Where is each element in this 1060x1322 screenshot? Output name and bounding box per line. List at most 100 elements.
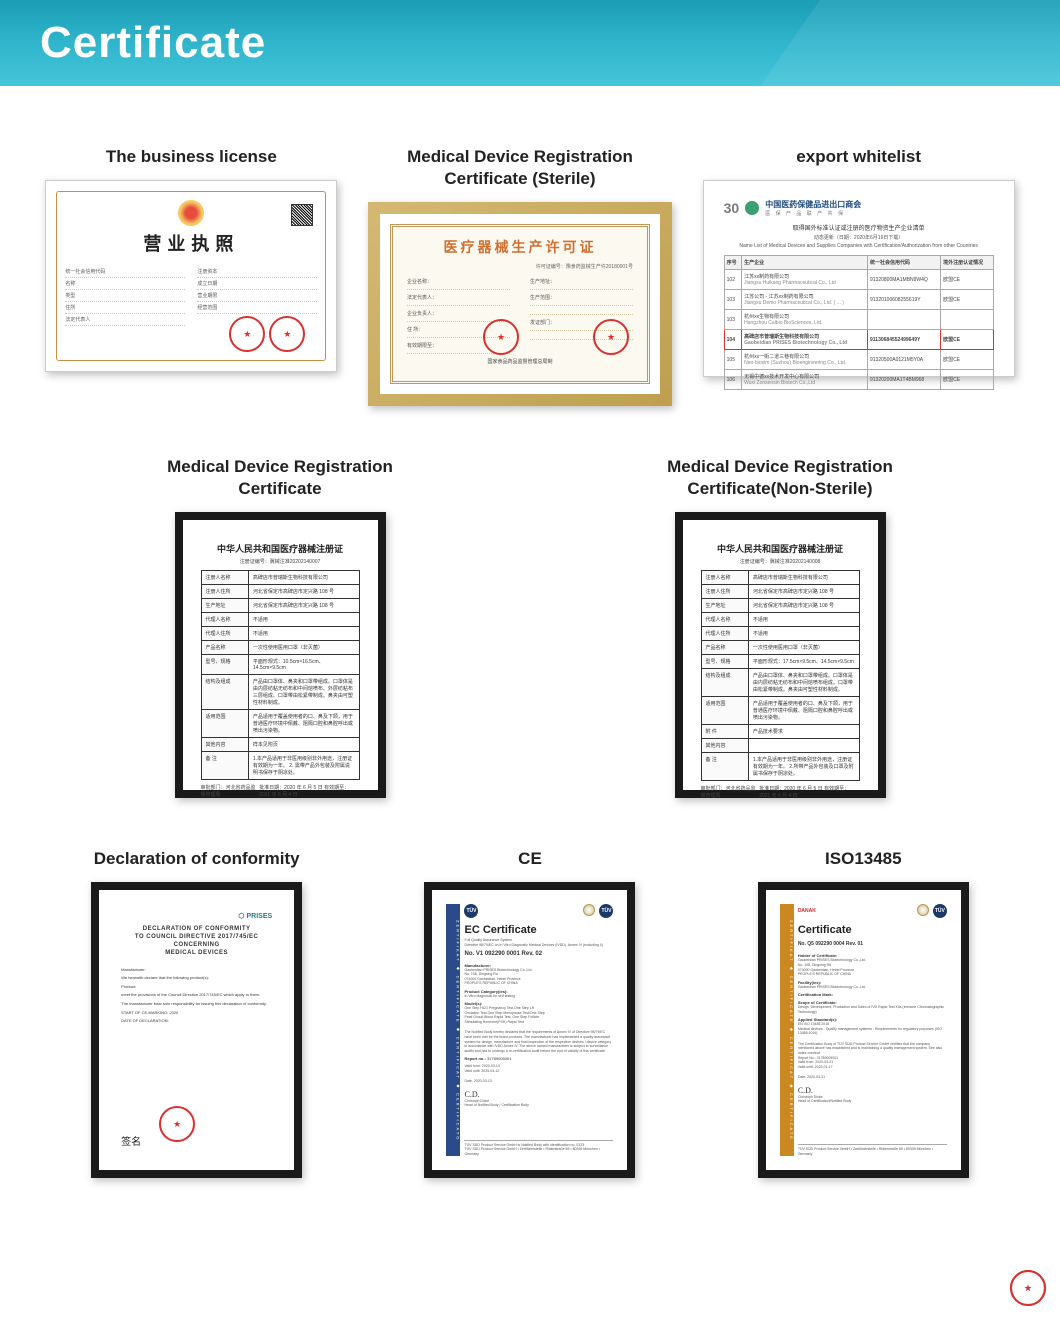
red-stamp-icon	[1010, 1270, 1046, 1306]
wl-cell: 江苏xx制药有限公司Jiangsu Huikang Pharmaceutical…	[742, 270, 868, 290]
biz-field: 注册资本	[197, 266, 317, 278]
wl-row: 106无锡中德xx技术开发中心有限公司Wuxi Zonsensin Biotec…	[724, 370, 993, 390]
cert-frame-black: 中华人民共和国医疗器械注册证 注册证编号：冀械注准20202140008 注册人…	[675, 512, 886, 798]
ec-report-val: 31789005001	[487, 1056, 511, 1061]
cert-field: Model(s):One Step HCG Pregnancy Test,One…	[464, 1001, 613, 1024]
reg-label-cell: 备 注	[701, 753, 748, 781]
decl-heading: DECLARATION OF CONFORMITY TO COUNCIL DIR…	[121, 926, 272, 957]
wl-cell: 91320800MA1MBN9W4Q	[868, 270, 941, 290]
reg-label-cell: 型号、规格	[201, 655, 248, 675]
reg-row: 代理人住所不适用	[701, 627, 859, 641]
reg-label-cell: 附 件	[701, 725, 748, 739]
reg-row: 生产地址河北省保定市高碑店市定兴路 108 号	[701, 599, 859, 613]
wl-table: 序号生产企业统一社会信用代码境外注册认证情况 102江苏xx制药有限公司Jian…	[724, 255, 994, 390]
cert-frame: 营业执照 统一社会信用代码 名称 类型 住所 法定代表人 注册资本	[45, 180, 337, 372]
reg-row: 注册人名称高碑店市普瑞斯生物科技有限公司	[701, 571, 859, 585]
cert-ce: CE ZERTIFIKAT ◆ CERTIFICATE ◆ CERTIFICAT…	[424, 848, 635, 1178]
reg-footer-left: 审批部门：河北省药品监督管理局	[701, 785, 760, 799]
reg-value-cell: 平面形规式：10.5cm×16.5cm、14.5cm×9.5cm	[248, 655, 359, 675]
wl-cell	[941, 310, 993, 330]
wl-cell: 杭州xx一街二道三巷有限公司Neo-bioxim (Suzhou) Bioeng…	[742, 350, 868, 370]
cert-field-value: Gaobeidian PRISES Biotechnology Co.,Ltd.…	[464, 968, 613, 986]
cert-field: Applied Standard(s):EN ISO 13485:2016 Me…	[798, 1017, 947, 1036]
cert-frame: 30 中国医药保健品进出口商会 医 保 产 品 联 产 共 保 取得国外标准认证…	[703, 180, 1015, 377]
cert-field-value: Design, Development, Production and Sale…	[798, 1005, 947, 1014]
wl-row: 102江苏xx制药有限公司Jiangsu Huikang Pharmaceuti…	[724, 270, 993, 290]
tuv-badge-icon: TÜV	[599, 904, 613, 918]
cert-title: export whitelist	[796, 146, 921, 168]
biz-field: 类型	[65, 290, 185, 302]
reg-value-cell: 1.本产品适用于非医用级别非外用途，注册证有效期为一年。 2. 需带产品外包装及…	[248, 752, 359, 780]
cert-frame-black: ⬡ PRISES DECLARATION OF CONFORMITY TO CO…	[91, 882, 302, 1178]
biz-license-doc: 营业执照 统一社会信用代码 名称 类型 住所 法定代表人 注册资本	[56, 191, 326, 361]
cert-field: Manufacturer:Gaobeidian PRISES Biotechno…	[464, 963, 613, 986]
reg-value-cell: 样本见附页	[248, 738, 359, 752]
reg-label-cell: 备 注	[201, 752, 248, 780]
biz-field: 名称	[65, 278, 185, 290]
decl-line: meet the provisions of the Council Direc…	[121, 992, 272, 998]
cert-side-stripe: ZERTIFIKAT ◆ CERTIFICATE ◆ CERTIFICAT ◆ …	[446, 904, 460, 1156]
wl-caption-sub: 动态更新（日期：2020年6月19日下载）	[724, 234, 994, 241]
wl-caption-en: Name List of Medical Devices and Supplie…	[724, 241, 994, 251]
reg-row: 生产地址河北省保定市高碑店市定兴路 108 号	[201, 599, 359, 613]
red-stamp-icon	[269, 316, 305, 352]
wl-cell: 江苏公司 - 江苏xx制药有限公司Jiangsu Demo Pharmaceut…	[742, 290, 868, 310]
reg-value-cell: 1.本产品适用于非医用级别非外用途，注册证有效期为一年。 2.所带产品外包装及口…	[748, 753, 859, 781]
cert-title: CE	[518, 848, 542, 870]
reg-value-cell: 不适用	[248, 613, 359, 627]
wl-cell: 欧盟CE	[941, 270, 993, 290]
decl-line: Product:	[121, 984, 272, 990]
cert-iso: ISO13485 ZERTIFIKAT ◆ CERTIFICATE ◆ CERT…	[758, 848, 969, 1178]
wl-cell: 102	[724, 270, 741, 290]
wl-cell: 高碑店市普瑞斯生物科技有限公司Gaobeidian PRISES Biotech…	[742, 330, 868, 350]
reg-label-cell: 适用范围	[201, 710, 248, 738]
reg-label-cell: 型号、规格	[701, 655, 748, 669]
cert-declaration: Declaration of conformity ⬡ PRISES DECLA…	[91, 848, 302, 1178]
cert-frame-black: ZERTIFIKAT ◆ CERTIFICATE ◆ CERTIFICAT ◆ …	[758, 882, 969, 1178]
sterile-cert-no: 许可证编号：豫食药监械生产许20180001号	[393, 263, 647, 274]
reg-row: 注册人住所河北省保定市高碑店市定兴路 108 号	[701, 585, 859, 599]
cert-field: Scope of Certificate:Design, Development…	[798, 1000, 947, 1014]
national-emblem-icon	[178, 200, 204, 226]
iso-cert-no: No. Q5 092290 0004 Rev. 01	[798, 941, 947, 947]
cert-field-value: In Vitro diagnostic for self testing	[464, 994, 613, 999]
reg-row: 其他内容样本见附页	[201, 738, 359, 752]
sterile-field: 企业名称：	[407, 274, 510, 290]
prises-logo: ⬡ PRISES	[121, 912, 272, 920]
page-title: Certificate	[40, 18, 1020, 68]
decl-line: Manufacturer:	[121, 967, 272, 973]
cert-registration-1: Medical Device Registration Certificate …	[130, 456, 430, 798]
reg-footer-right: 批准日期：2020 年 6 月 5 日 有效期至：2021 年 6 月 4 日	[759, 785, 859, 799]
wl-logo-icon	[745, 201, 759, 215]
qr-code-icon	[291, 204, 313, 226]
content-area: The business license 营业执照 统一社会信用代码 名称 类型…	[0, 86, 1060, 1288]
wl-caption: 取得国外标准认证或注册的医疗物资生产企业清单	[724, 219, 994, 234]
wl-cell: 欧盟CE	[941, 290, 993, 310]
cert-title: Medical Device Registration Certificate(…	[630, 456, 930, 500]
iso-heading: Certificate	[798, 924, 947, 936]
declaration-doc: ⬡ PRISES DECLARATION OF CONFORMITY TO CO…	[109, 900, 284, 1160]
reg-label-cell: 注册人名称	[201, 571, 248, 585]
reg-row: 注册人住所河北省保定市高碑店市定兴路 108 号	[201, 585, 359, 599]
wl-org-name: 中国医药保健品进出口商会	[765, 199, 861, 210]
wl-cell: 欧盟CE	[941, 330, 993, 350]
wl-cell: 104	[724, 330, 741, 350]
iso-date: Date, 2020-03-31	[798, 1075, 947, 1080]
signature: C.D.	[464, 1090, 613, 1099]
cert-row-3: Declaration of conformity ⬡ PRISES DECLA…	[30, 848, 1030, 1178]
red-stamp-icon	[593, 319, 629, 355]
danak-logo: DANAK	[798, 908, 816, 914]
red-stamp-icon	[229, 316, 265, 352]
seal-icon	[917, 904, 929, 916]
reg-label-cell: 注册人名称	[701, 571, 748, 585]
reg-value-cell: 产品适用于覆盖使用者的口、鼻及下颌，用于普通医疗环境中佩戴、阻隔口腔和鼻腔呼出或…	[748, 697, 859, 725]
cert-sterile: Medical Device Registration Certificate …	[368, 146, 672, 406]
reg-value-cell: 产品由口罩体、鼻夹和口罩带组成。口罩体是由内层纺粘无纺布和中间熔喷布组成。口罩带…	[748, 669, 859, 697]
wl-cell: 103	[724, 290, 741, 310]
reg-table: 注册人名称高碑店市普瑞斯生物科技有限公司注册人住所河北省保定市高碑店市定兴路 1…	[701, 570, 860, 781]
wl-cell: 91320500A0121M5Y0A	[868, 350, 941, 370]
cert-frame-ornate: 医疗器械生产许可证 许可证编号：豫食药监械生产许20180001号 企业名称： …	[368, 202, 672, 406]
reg-label-cell: 适用范围	[701, 697, 748, 725]
wl-cell: 欧盟CE	[941, 370, 993, 390]
biz-field: 成立日期	[197, 278, 317, 290]
